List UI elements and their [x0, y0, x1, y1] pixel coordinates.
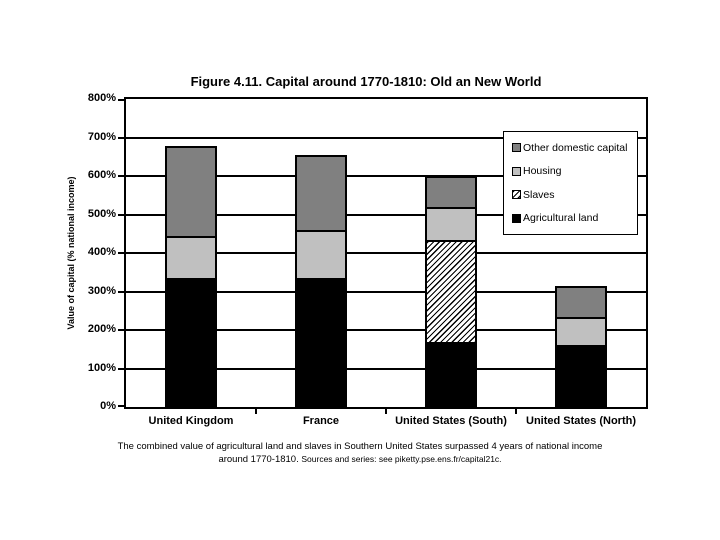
- bar-segment-france-other-domestic-capital: [295, 155, 347, 232]
- legend-item-slaves: Slaves: [512, 189, 635, 201]
- y-axis-tick: [118, 252, 124, 254]
- x-tick-label-united-states-north-: United States (North): [526, 415, 636, 427]
- legend: Other domestic capital Housing Slaves Agric…: [503, 131, 638, 235]
- caption-line-2-text: around 1770-1810.: [218, 454, 299, 465]
- bar-segment-united-states-south--agricultural-land: [425, 342, 477, 407]
- y-axis-tick: [118, 291, 124, 293]
- y-tick-label-400: 400%: [87, 246, 116, 258]
- figure-caption: The combined value of agricultural land …: [0, 441, 720, 466]
- y-axis-title: Value of capital (% national income): [66, 176, 76, 330]
- legend-item-other-domestic-capital: Other domestic capital: [512, 142, 635, 154]
- figure-title: Figure 4.11. Capital around 1770-1810: O…: [190, 74, 542, 89]
- y-tick-label-200: 200%: [87, 323, 116, 335]
- bar-segment-united-states-north--other-domestic-capital: [555, 286, 607, 319]
- x-axis-tick: [385, 409, 387, 414]
- y-tick-label-100: 100%: [87, 362, 116, 374]
- bar-segment-united-states-north--housing: [555, 316, 607, 347]
- y-tick-label-800: 800%: [87, 92, 116, 104]
- y-axis-tick: [118, 329, 124, 331]
- x-axis-tick: [515, 409, 517, 414]
- y-axis-tick: [118, 99, 124, 101]
- gridline-200: [126, 329, 646, 331]
- bar-segment-united-states-south--housing: [425, 207, 477, 242]
- y-axis-tick: [118, 214, 124, 216]
- gridline-600: [126, 175, 646, 177]
- legend-label: Other domestic capital: [523, 141, 628, 154]
- x-tick-label-united-kingdom: United Kingdom: [148, 415, 234, 427]
- y-tick-label-300: 300%: [87, 285, 116, 297]
- y-axis-tick: [118, 405, 124, 407]
- bar-segment-france-housing: [295, 230, 347, 280]
- gridline-100: [126, 368, 646, 370]
- legend-label: Agricultural land: [523, 212, 599, 225]
- y-axis-tick: [118, 368, 124, 370]
- y-axis-tick: [118, 137, 124, 139]
- bar-segment-united-states-south--other-domestic-capital: [425, 176, 477, 209]
- legend-swatch-icon: [512, 213, 521, 223]
- legend-swatch-icon: [512, 166, 521, 176]
- caption-line-2: around 1770-1810. Sources and series: se…: [0, 453, 720, 466]
- bar-segment-france-agricultural-land: [295, 278, 347, 407]
- legend-swatch-icon: [512, 190, 521, 200]
- gridline-300: [126, 291, 646, 293]
- gridline-700: [126, 137, 646, 139]
- legend-swatch-icon: [512, 143, 521, 153]
- gridline-500: [126, 214, 646, 216]
- bar-segment-united-states-south--slaves: [425, 240, 477, 344]
- y-tick-label-0: 0%: [100, 400, 116, 412]
- y-tick-label-700: 700%: [87, 131, 116, 143]
- legend-label: Housing: [523, 165, 562, 178]
- x-tick-label-united-states-south-: United States (South): [395, 415, 507, 427]
- legend-label: Slaves: [523, 188, 555, 201]
- caption-line-1: The combined value of agricultural land …: [117, 441, 603, 452]
- x-tick-label-france: France: [302, 415, 340, 427]
- y-axis-tick: [118, 175, 124, 177]
- bar-segment-united-states-north--agricultural-land: [555, 345, 607, 407]
- legend-item-agricultural-land: Agricultural land: [512, 212, 635, 224]
- legend-item-housing: Housing: [512, 165, 635, 177]
- bar-segment-united-kingdom-other-domestic-capital: [165, 146, 217, 238]
- bar-segment-united-kingdom-housing: [165, 236, 217, 280]
- y-tick-label-600: 600%: [87, 169, 116, 181]
- gridline-400: [126, 252, 646, 254]
- bar-segment-united-kingdom-agricultural-land: [165, 278, 217, 407]
- y-tick-label-500: 500%: [87, 208, 116, 220]
- plot-area: [118, 97, 648, 414]
- caption-sources-note: Sources and series: see piketty.pse.ens.…: [301, 454, 502, 464]
- x-axis-tick: [255, 409, 257, 414]
